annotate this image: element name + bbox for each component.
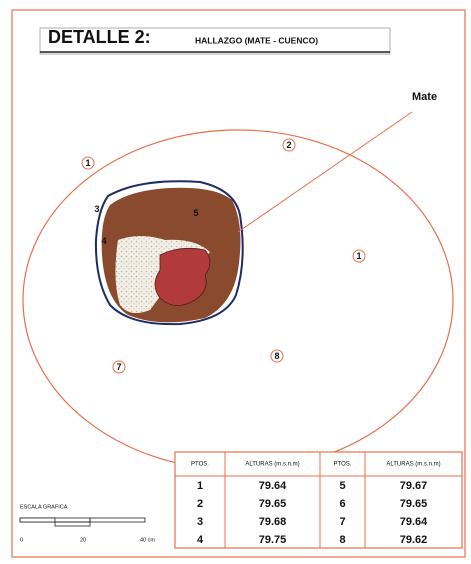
scale-bar-segment — [19, 517, 56, 523]
circle — [22, 129, 454, 471]
title: DETALLE 2: — [48, 27, 151, 47]
callout: Mate — [412, 91, 437, 103]
table-cell: 2 — [197, 498, 203, 510]
scale-label: 20 — [80, 537, 86, 543]
table-border — [174, 451, 463, 549]
table-cell: 6 — [339, 498, 345, 510]
table-header: ALTURAS (m.s.n.m) — [245, 462, 299, 468]
table-cell: 79.67 — [400, 480, 428, 492]
table-header: PTOS. — [334, 462, 352, 468]
table-cell: 4 — [197, 534, 204, 546]
table-cell: 79.75 — [259, 534, 287, 546]
subtitle: HALLAZGO (MATE - CUENCO) — [195, 35, 318, 45]
table-cell: 79.64 — [259, 480, 287, 492]
table-cell: 8 — [339, 534, 345, 546]
table-cell: 3 — [197, 516, 203, 528]
point-marker — [270, 349, 284, 363]
scale-title: ESCALA GRAFICA — [20, 504, 68, 510]
mate-fragments — [154, 247, 211, 306]
point-label: 7 — [116, 362, 121, 372]
point-label: 4 — [101, 236, 106, 246]
table-cell: 79.65 — [400, 498, 428, 510]
point-label: 2 — [286, 140, 291, 150]
table-header: PTOS. — [191, 462, 209, 468]
point-label: 8 — [274, 351, 279, 361]
point-marker — [282, 138, 296, 152]
table-header: ALTURAS (m.s.n.m) — [386, 462, 440, 468]
table-cell: 79.65 — [259, 498, 287, 510]
point-marker — [81, 156, 95, 170]
frame — [11, 9, 466, 558]
scale-label: 0 — [20, 537, 23, 543]
table-cell: 79.68 — [259, 516, 287, 528]
scale-bar-segment — [54, 521, 91, 527]
scale-bar-segment — [89, 517, 146, 523]
table-cell: 5 — [339, 480, 345, 492]
title-box — [39, 27, 391, 55]
table-cell: 79.64 — [400, 516, 428, 528]
point-label: 1 — [85, 158, 90, 168]
scale-label: 40 cm — [140, 537, 155, 543]
point-label: 3 — [94, 204, 99, 214]
table-cell: 79.62 — [400, 534, 428, 546]
point-marker — [112, 360, 126, 374]
point-label: 1 — [356, 251, 361, 261]
table-cell: 7 — [339, 516, 345, 528]
outline — [94, 180, 244, 326]
callout-line — [237, 111, 413, 233]
table-cell: 1 — [197, 480, 203, 492]
point-label: 5 — [193, 208, 198, 218]
point-marker — [352, 249, 366, 263]
